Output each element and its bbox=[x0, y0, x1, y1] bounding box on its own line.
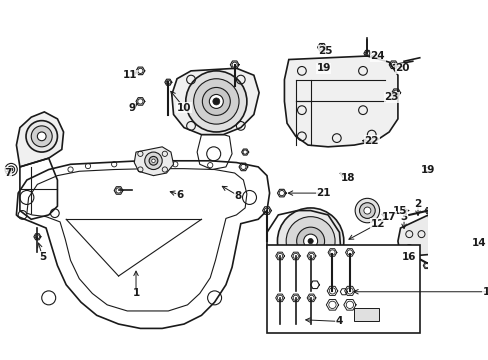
Circle shape bbox=[359, 203, 374, 219]
Text: 11: 11 bbox=[122, 70, 137, 80]
Text: 20: 20 bbox=[394, 63, 409, 73]
Text: 13: 13 bbox=[481, 287, 488, 297]
Polygon shape bbox=[171, 68, 259, 135]
Polygon shape bbox=[17, 112, 63, 167]
Circle shape bbox=[149, 157, 158, 165]
Circle shape bbox=[307, 238, 313, 244]
Circle shape bbox=[286, 307, 307, 328]
Text: 17: 17 bbox=[381, 212, 396, 222]
Text: 21: 21 bbox=[316, 188, 330, 198]
Circle shape bbox=[9, 168, 13, 171]
Polygon shape bbox=[134, 147, 173, 176]
Circle shape bbox=[294, 315, 300, 320]
Circle shape bbox=[202, 87, 230, 116]
Text: 2: 2 bbox=[413, 199, 421, 210]
Circle shape bbox=[212, 98, 220, 105]
Text: 4: 4 bbox=[335, 316, 343, 327]
Circle shape bbox=[209, 94, 223, 108]
Text: 15: 15 bbox=[392, 206, 407, 216]
Bar bbox=[353, 308, 378, 320]
Text: 5: 5 bbox=[39, 252, 46, 262]
Text: 1: 1 bbox=[132, 288, 140, 298]
Circle shape bbox=[185, 71, 246, 132]
Text: 19: 19 bbox=[316, 63, 330, 73]
Circle shape bbox=[285, 217, 334, 266]
Text: 19: 19 bbox=[421, 165, 435, 175]
Text: 7: 7 bbox=[4, 168, 11, 178]
Circle shape bbox=[291, 312, 303, 324]
Text: 14: 14 bbox=[471, 238, 486, 248]
Circle shape bbox=[354, 198, 379, 223]
Text: 6: 6 bbox=[176, 190, 183, 200]
Bar bbox=[266, 246, 419, 333]
Text: 23: 23 bbox=[384, 92, 398, 102]
Polygon shape bbox=[397, 215, 432, 257]
Text: 9: 9 bbox=[128, 103, 135, 113]
Circle shape bbox=[193, 79, 239, 124]
Polygon shape bbox=[284, 56, 397, 147]
Circle shape bbox=[151, 159, 155, 162]
Text: 22: 22 bbox=[364, 136, 378, 146]
Text: 8: 8 bbox=[234, 191, 241, 201]
Circle shape bbox=[144, 152, 162, 170]
Circle shape bbox=[303, 234, 317, 248]
Circle shape bbox=[31, 126, 52, 147]
Circle shape bbox=[26, 121, 57, 152]
Circle shape bbox=[296, 227, 324, 255]
Text: 12: 12 bbox=[370, 219, 385, 229]
Circle shape bbox=[37, 132, 46, 141]
Circle shape bbox=[363, 207, 370, 214]
Circle shape bbox=[277, 208, 343, 274]
Text: 16: 16 bbox=[401, 252, 416, 262]
Text: 18: 18 bbox=[340, 173, 355, 183]
Text: 3: 3 bbox=[400, 212, 407, 222]
Text: 25: 25 bbox=[318, 46, 332, 56]
Text: 24: 24 bbox=[370, 51, 385, 61]
Text: 10: 10 bbox=[177, 103, 191, 113]
